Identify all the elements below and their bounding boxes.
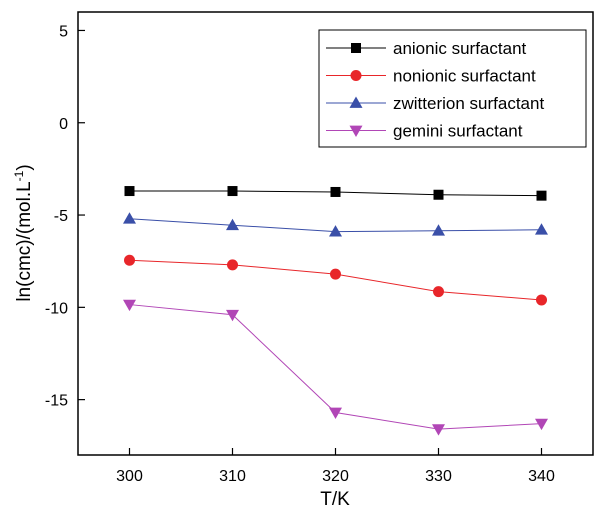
series xyxy=(123,299,548,436)
y-axis-title-sup: -1 xyxy=(12,170,26,181)
data-point xyxy=(124,186,135,197)
data-point xyxy=(535,418,548,431)
y-tick-label: -10 xyxy=(45,300,68,317)
series xyxy=(124,186,547,201)
x-tick-label: 320 xyxy=(322,468,349,485)
x-axis-title: T/K xyxy=(320,489,350,510)
legend-item: zwitterion surfactant xyxy=(326,94,544,113)
data-point xyxy=(536,190,547,201)
legend-box xyxy=(318,29,587,148)
legend-marker xyxy=(351,43,361,53)
x-axis-ticks: 300 310 320 330 340 xyxy=(116,448,555,485)
legend-label: gemini surfactant xyxy=(393,122,523,141)
data-point xyxy=(123,212,136,224)
data-point xyxy=(124,254,135,266)
data-point xyxy=(432,424,445,436)
series-layer xyxy=(123,186,548,436)
y-tick-label: -5 xyxy=(54,208,68,225)
series xyxy=(123,212,548,237)
y-axis-ticks: 5 0 -5 -10 -15 xyxy=(45,23,85,410)
legend-item: gemini surfactant xyxy=(326,122,523,141)
x-tick-label: 340 xyxy=(528,468,555,485)
legend-label: anionic surfactant xyxy=(393,39,527,58)
series-line xyxy=(129,259,542,301)
data-point xyxy=(536,294,547,306)
y-tick-label: -15 xyxy=(45,393,68,410)
x-tick-label: 330 xyxy=(425,468,452,485)
legend-marker xyxy=(349,96,363,108)
x-tick-label: 310 xyxy=(219,468,246,485)
data-point xyxy=(433,286,444,298)
y-axis-title: ln(cmc)/(mol.L-1) xyxy=(12,164,35,301)
data-point xyxy=(329,407,342,420)
data-point xyxy=(330,186,341,197)
data-point xyxy=(432,224,445,236)
legend-item: anionic surfactant xyxy=(326,39,527,58)
data-point xyxy=(330,268,341,280)
y-tick-label: 5 xyxy=(59,23,68,40)
legend-label: zwitterion surfactant xyxy=(393,94,544,113)
data-point xyxy=(226,218,239,231)
data-point xyxy=(433,189,444,200)
legend-label: nonionic surfactant xyxy=(393,67,536,86)
data-point xyxy=(226,309,239,322)
data-point xyxy=(227,259,238,271)
series xyxy=(124,254,547,306)
legend: anionic surfactant nonionic surfactant zwi… xyxy=(318,29,587,148)
legend-item: nonionic surfactant xyxy=(326,67,536,86)
data-point xyxy=(535,223,548,235)
y-tick-label: 0 xyxy=(59,116,68,133)
x-tick-label: 300 xyxy=(116,468,143,485)
legend-marker xyxy=(350,70,362,81)
y-axis-title-main: ln(cmc)/(mol.L xyxy=(14,181,35,301)
data-point xyxy=(227,186,238,197)
data-point xyxy=(329,225,342,237)
data-point xyxy=(123,299,136,312)
legend-marker xyxy=(349,125,363,137)
y-axis-title-end: ) xyxy=(14,164,35,170)
